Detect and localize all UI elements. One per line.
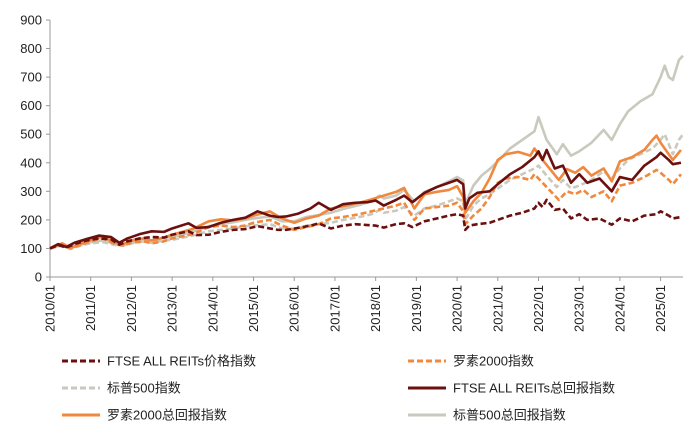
y-tick-label: 300 [20,184,42,199]
series-line [49,168,682,250]
legend-label: 罗素2000总回报指数 [107,408,227,423]
series-line [49,134,682,250]
x-tick-label: 2015/01 [246,285,261,332]
x-tick-label: 2018/01 [368,285,383,332]
y-tick-label: 0 [35,270,42,285]
x-tick-label: 2025/01 [653,285,668,332]
y-tick-label: 900 [20,13,42,28]
legend-label: 罗素2000指数 [453,354,534,369]
x-tick-label: 2019/01 [409,285,424,332]
series-line [49,148,682,250]
plot-lines [49,54,685,251]
y-tick-label: 100 [20,241,42,256]
y-axis-ticks: 0 100 200 300 400 500 600 700 800 900 [20,13,50,285]
x-axis-ticks: 2010/01 2011/01 2012/01 2013/01 2014/01 2015/… [43,277,668,332]
series-line [49,198,682,250]
x-tick-label: 2011/01 [83,285,98,331]
y-tick-label: 200 [20,212,42,227]
x-tick-label: 2016/01 [287,285,302,332]
y-tick-label: 400 [20,155,42,170]
legend-label: 标普500总回报指数 [453,408,566,423]
legend-label: 标普500指数 [107,381,181,396]
y-tick-label: 600 [20,98,42,113]
y-tick-label: 800 [20,41,42,56]
legend-label: FTSE ALL REITs总回报指数 [453,381,615,396]
x-tick-label: 2024/01 [612,285,627,332]
x-tick-label: 2017/01 [327,285,342,332]
x-tick-label: 2023/01 [572,285,587,332]
x-tick-label: 2022/01 [531,285,546,332]
x-tick-label: 2013/01 [165,285,180,332]
x-tick-label: 2021/01 [490,285,505,332]
axes [49,20,683,278]
x-tick-label: 2020/01 [450,285,465,332]
x-tick-label: 2010/01 [43,285,58,332]
y-tick-label: 500 [20,127,42,142]
y-tick-label: 700 [20,70,42,85]
x-tick-label: 2012/01 [124,285,139,332]
x-tick-label: 2014/01 [205,285,220,332]
legend-label: FTSE ALL REITs价格指数 [107,354,256,369]
